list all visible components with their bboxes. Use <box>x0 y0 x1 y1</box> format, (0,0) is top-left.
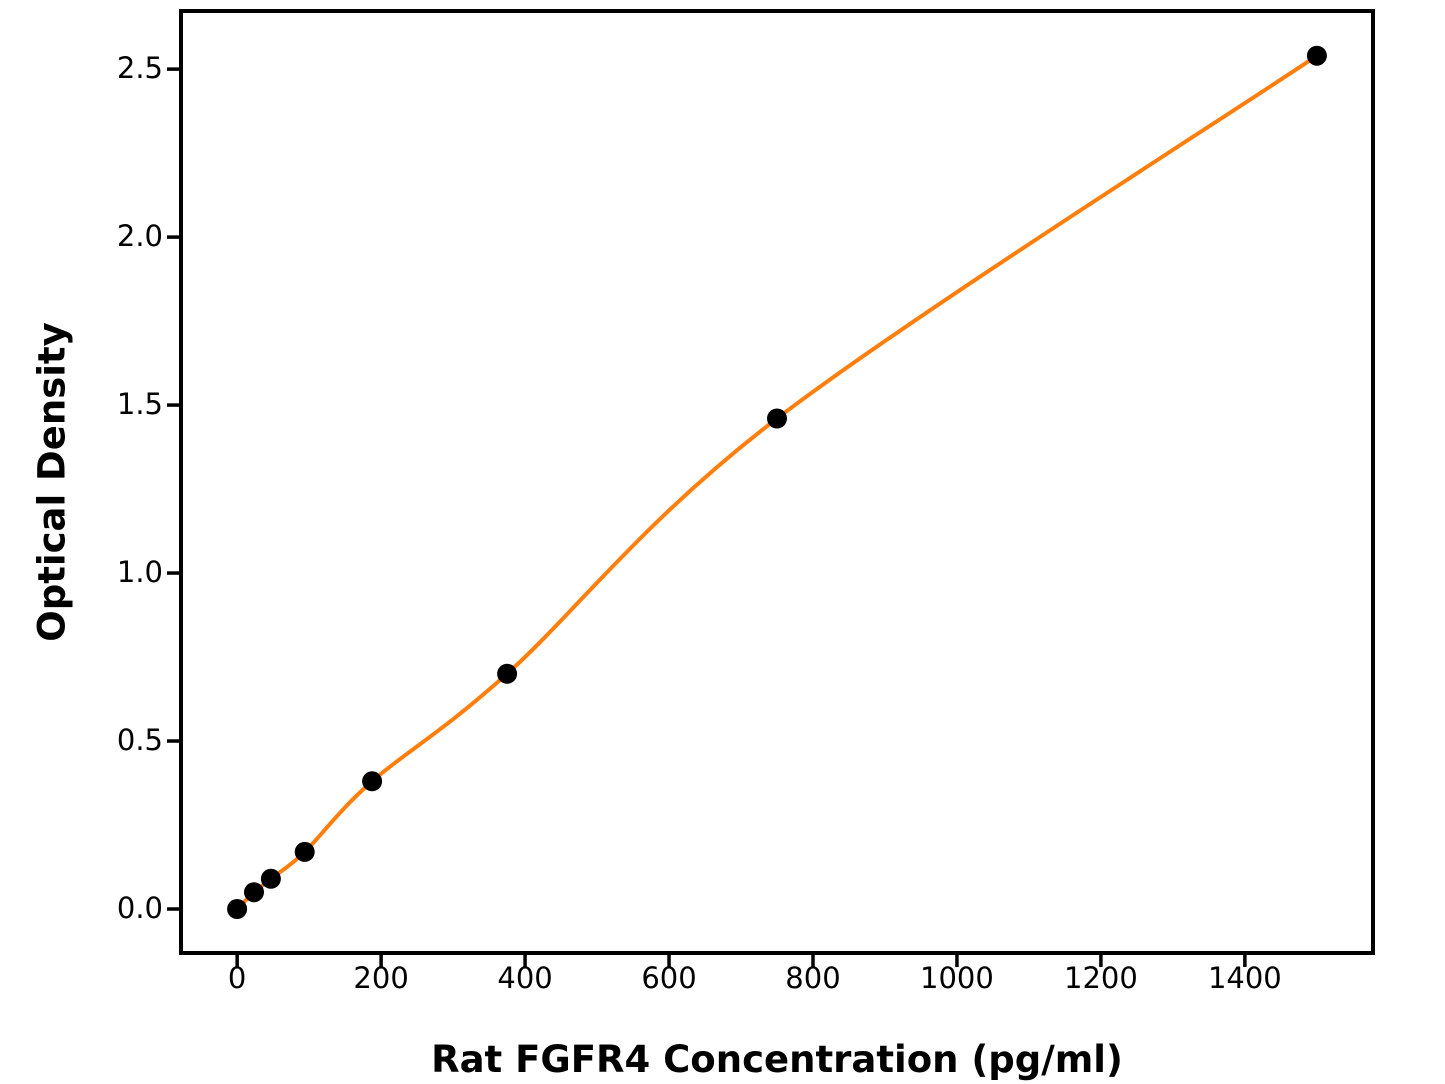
standard-curve-line <box>235 53 1319 911</box>
y-tick-label: 1.5 <box>116 387 163 422</box>
data-point-marker <box>294 841 315 862</box>
x-tick-label: 200 <box>353 961 409 995</box>
x-axis-label: Rat FGFR4 Concentration (pg/ml) <box>431 1038 1123 1081</box>
data-point-marker <box>244 882 264 903</box>
x-tick-label: 400 <box>497 961 553 995</box>
y-tick-label: 0.5 <box>116 723 163 758</box>
y-axis-label: Optical Density <box>30 322 74 642</box>
data-point-marker <box>260 868 281 889</box>
y-tick-label: 2.0 <box>116 219 163 254</box>
y-tick-label: 0.0 <box>116 891 163 926</box>
data-point-marker <box>767 408 787 429</box>
x-tick-label: 1200 <box>1064 961 1138 995</box>
x-tick-label: 800 <box>785 961 841 995</box>
data-point-marker <box>227 899 248 919</box>
x-tick-label: 0 <box>227 961 247 995</box>
x-tick-label: 1400 <box>1207 961 1282 995</box>
data-point-marker <box>497 663 518 684</box>
x-tick-label: 600 <box>641 961 697 995</box>
data-point-marker <box>362 771 383 792</box>
data-point-marker <box>1306 45 1327 66</box>
plot-frame <box>179 9 1375 955</box>
y-tick-label: 1.0 <box>116 555 163 590</box>
y-tick-label: 2.5 <box>116 51 163 86</box>
x-tick-label: 1000 <box>920 961 994 995</box>
